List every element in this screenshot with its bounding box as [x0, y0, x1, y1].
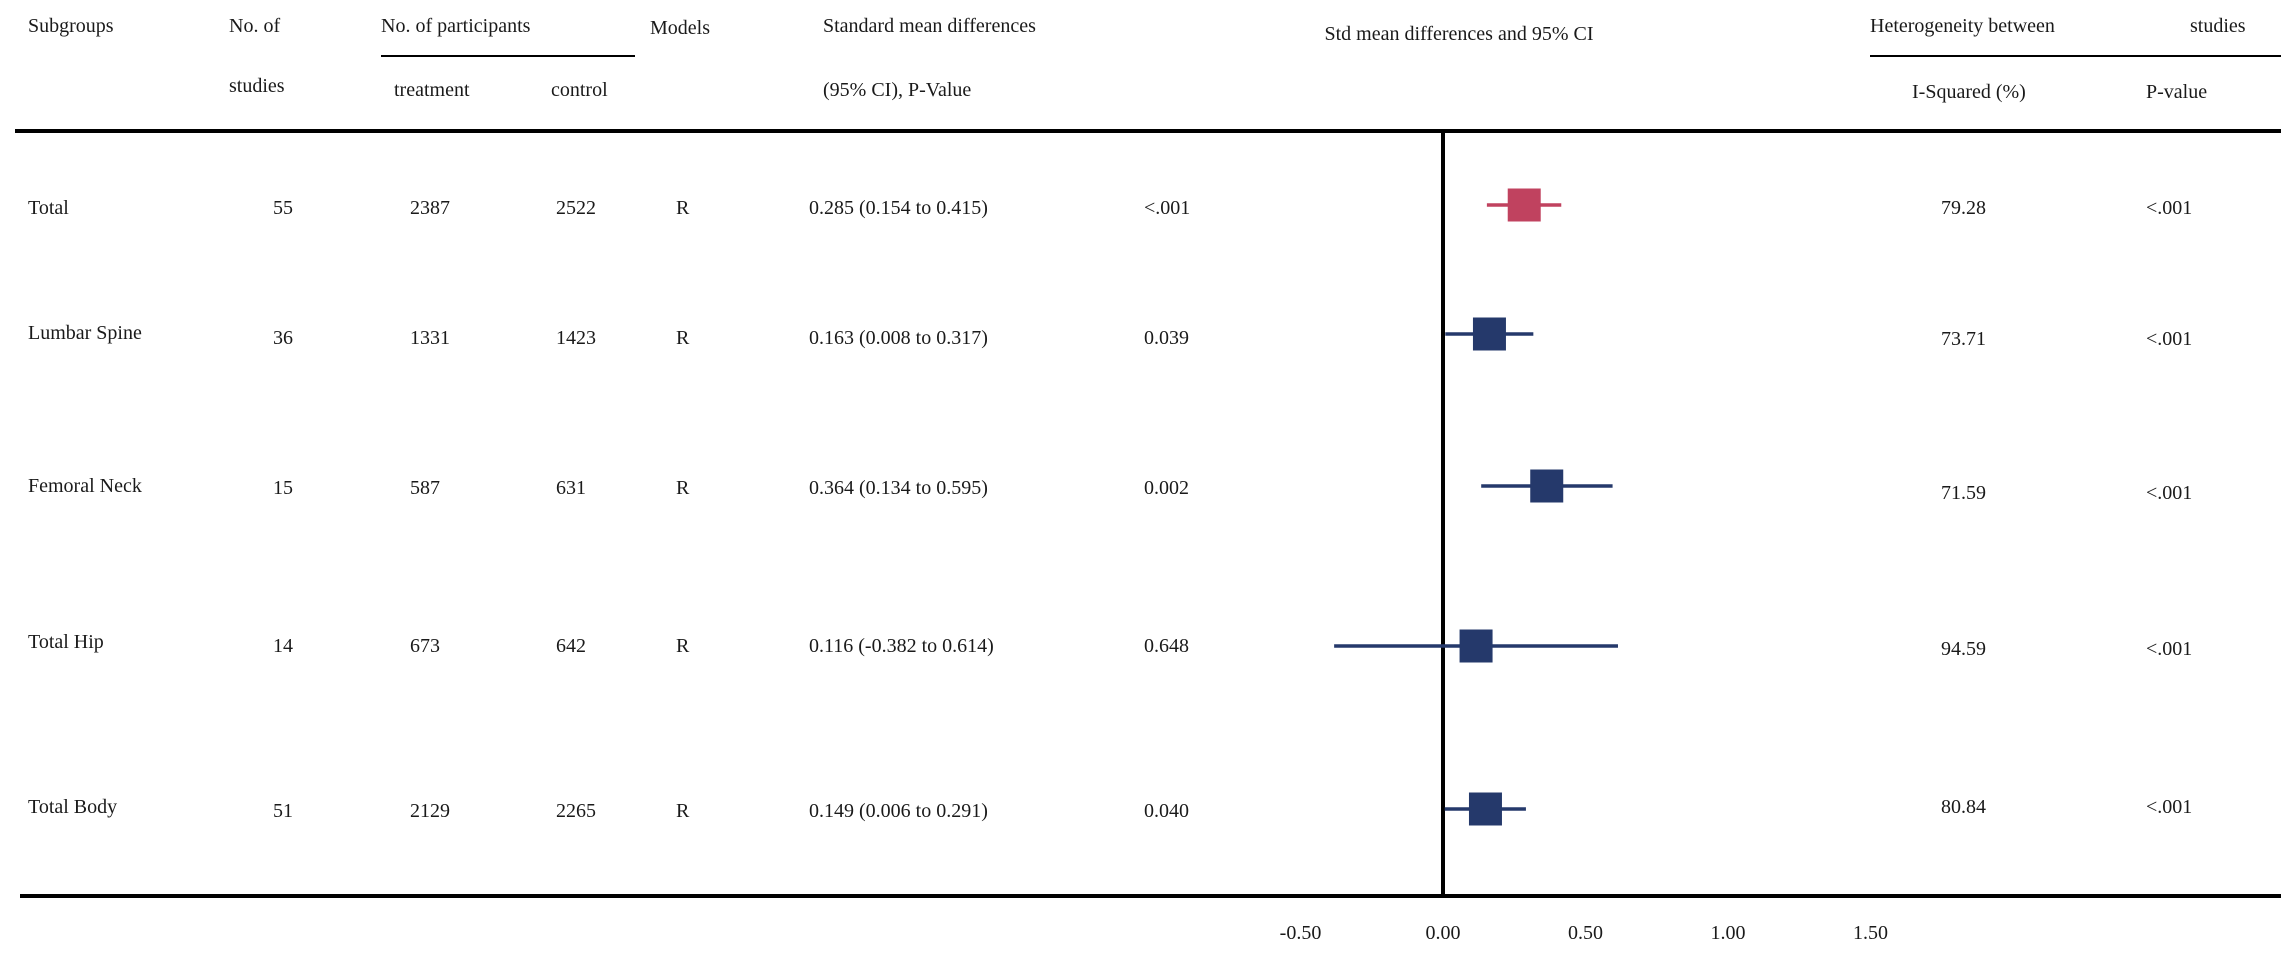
- header-studies: studies: [229, 75, 285, 97]
- x-tick-label: 1.50: [1853, 922, 1888, 944]
- x-tick-label: -0.50: [1280, 922, 1322, 944]
- row-p-value: 0.039: [1144, 327, 1189, 349]
- header-models: Models: [650, 17, 710, 39]
- row-subgroup: Total Body: [28, 796, 118, 818]
- row-studies: 14: [273, 635, 293, 657]
- row-treatment: 1331: [410, 327, 450, 349]
- row-control: 1423: [556, 327, 596, 349]
- row-i-squared: 73.71: [1941, 328, 1986, 350]
- header-control: control: [551, 79, 608, 101]
- row-model: R: [676, 327, 690, 349]
- row-model: R: [676, 800, 690, 822]
- row-i-squared: 71.59: [1941, 482, 1986, 504]
- row-i-squared: 79.28: [1941, 197, 1986, 219]
- row-p-value: 0.648: [1144, 635, 1189, 657]
- heterogeneity-underline: [1870, 55, 2281, 57]
- row-p-value: 0.040: [1144, 800, 1189, 822]
- row-treatment: 587: [410, 477, 440, 499]
- row-control: 642: [556, 635, 586, 657]
- x-tick-label: 1.00: [1711, 922, 1746, 944]
- header-smd: Standard mean differences: [823, 15, 1036, 37]
- row-treatment: 673: [410, 635, 440, 657]
- header-i-squared: I-Squared (%): [1912, 81, 2026, 103]
- row-subgroup: Femoral Neck: [28, 475, 142, 497]
- row-i-squared: 94.59: [1941, 638, 1986, 660]
- header-no-of: No. of: [229, 15, 281, 37]
- row-treatment: 2129: [410, 800, 450, 822]
- row-control: 631: [556, 477, 586, 499]
- header-subgroups: Subgroups: [28, 15, 114, 37]
- header-bottom-rule: [15, 129, 2281, 133]
- estimate-square: [1507, 188, 1541, 222]
- estimate-square: [1468, 792, 1502, 826]
- row-model: R: [676, 197, 690, 219]
- row-subgroup: Lumbar Spine: [28, 322, 142, 344]
- row-p-value: 0.002: [1144, 477, 1189, 499]
- header-smd-ci: (95% CI), P-Value: [823, 79, 972, 101]
- row-smd-ci: 0.285 (0.154 to 0.415): [809, 197, 988, 219]
- row-het-p: <.001: [2146, 796, 2193, 818]
- row-model: R: [676, 635, 690, 657]
- row-het-p: <.001: [2146, 197, 2193, 219]
- row-subgroup: Total: [28, 197, 69, 219]
- participants-underline: [381, 55, 635, 57]
- header-p-value: P-value: [2146, 81, 2208, 103]
- estimate-square: [1530, 469, 1564, 503]
- row-smd-ci: 0.364 (0.134 to 0.595): [809, 477, 988, 499]
- row-smd-ci: 0.116 (-0.382 to 0.614): [809, 635, 994, 657]
- row-studies: 55: [273, 197, 293, 219]
- row-studies: 51: [273, 800, 293, 822]
- row-het-p: <.001: [2146, 328, 2193, 350]
- header-heterogeneity: Heterogeneity between: [1870, 15, 2055, 37]
- estimate-square: [1472, 317, 1506, 351]
- row-het-p: <.001: [2146, 482, 2193, 504]
- x-tick-label: 0.00: [1426, 922, 1461, 944]
- row-model: R: [676, 477, 690, 499]
- estimate-square: [1459, 629, 1493, 663]
- row-studies: 36: [273, 327, 293, 349]
- row-control: 2265: [556, 800, 596, 822]
- row-treatment: 2387: [410, 197, 450, 219]
- row-i-squared: 80.84: [1941, 796, 1986, 818]
- row-p-value: <.001: [1144, 197, 1191, 219]
- row-smd-ci: 0.149 (0.006 to 0.291): [809, 800, 988, 822]
- header-heterogeneity-studies: studies: [2190, 15, 2246, 37]
- table-bottom-rule: [20, 894, 2281, 898]
- x-tick-label: 0.50: [1568, 922, 1603, 944]
- row-het-p: <.001: [2146, 638, 2193, 660]
- header-treatment: treatment: [394, 79, 470, 101]
- row-smd-ci: 0.163 (0.008 to 0.317): [809, 327, 988, 349]
- row-control: 2522: [556, 197, 596, 219]
- row-subgroup: Total Hip: [28, 631, 104, 653]
- row-studies: 15: [273, 477, 293, 499]
- header-participants: No. of participants: [381, 15, 531, 37]
- plot-title: Std mean differences and 95% CI: [1324, 23, 1594, 45]
